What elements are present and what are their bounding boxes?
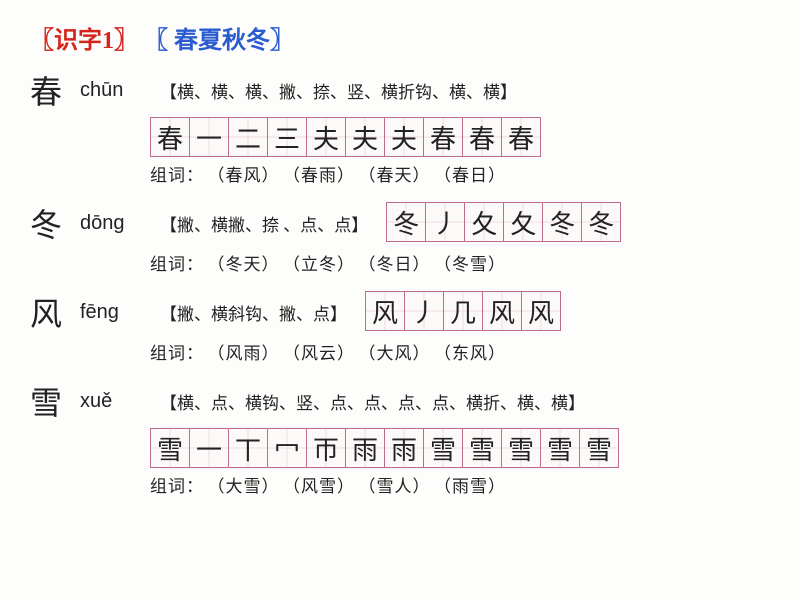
pinyin: fēng (80, 301, 150, 324)
stroke-grid: 冬丿夂夂冬冬 (386, 202, 620, 242)
grid-cell: 风 (482, 291, 522, 331)
entry-header-row: 春 chūn 【横、横、横、撇、捺、竖、横折钩、横、横】 (30, 67, 770, 113)
header-red: 〖识字1〗 (30, 28, 144, 54)
zuci-label: 组词： (150, 477, 204, 496)
grid-cell: 夫 (345, 117, 385, 157)
grid-cell: 雪 (540, 428, 580, 468)
pinyin: dōng (80, 212, 150, 235)
zuci-item: （冬雪） (443, 255, 507, 274)
zuci-item: （风雨） (216, 344, 280, 363)
word-combinations: 组词： （大雪） （风雪） （雪人） （雨雪） (150, 472, 770, 497)
zuci-item: （冬天） (216, 255, 280, 274)
grid-cell: 冬 (581, 202, 621, 242)
grid-cell: 一 (189, 428, 229, 468)
entry: 春chūn【横、横、横、撇、捺、竖、横折钩、横、横】春一二三夫夫夫春春春组词：（… (30, 67, 770, 186)
header-blue: 〖 春夏秋冬〗 (144, 28, 294, 54)
grid-cell: 春 (150, 117, 190, 157)
zuci-item: （春风） (216, 166, 280, 185)
lesson-header: 〖识字1〗 〖 春夏秋冬〗 (30, 20, 770, 55)
grid-cell: 夂 (464, 202, 504, 242)
character: 春 (30, 67, 70, 113)
grid-cell: 帀 (306, 428, 346, 468)
stroke-grid: 春一二三夫夫夫春春春 (150, 117, 770, 157)
character: 冬 (30, 200, 70, 246)
entry-header-row: 风fēng【撇、横斜钩、撇、点】风丿几风风 (30, 289, 770, 335)
zuci-item: （风雪） (292, 477, 356, 496)
grid-cell: 夫 (306, 117, 346, 157)
stroke-description: 【横、横、横、撇、捺、竖、横折钩、横、横】 (160, 78, 517, 103)
grid-cell: 几 (443, 291, 483, 331)
grid-cell: 春 (423, 117, 463, 157)
zuci-label: 组词： (150, 166, 204, 185)
zuci-item: （雪人） (367, 477, 431, 496)
grid-cell: 雪 (150, 428, 190, 468)
zuci-item: （冬日） (367, 255, 431, 274)
entry: 风fēng【撇、横斜钩、撇、点】风丿几风风组词：（风雨）（风云）（大风）（东风） (30, 289, 770, 364)
zuci-item: （立冬） (292, 255, 356, 274)
grid-cell: 雨 (384, 428, 424, 468)
grid-cell: 冬 (542, 202, 582, 242)
grid-cell: 冖 (267, 428, 307, 468)
grid-cell: 春 (501, 117, 541, 157)
pinyin: xuě (80, 390, 150, 413)
grid-cell: 丅 (228, 428, 268, 468)
word-combinations: 组词： （冬天） （立冬） （冬日） （冬雪） (150, 250, 770, 275)
stroke-grid: 风丿几风风 (365, 291, 560, 331)
grid-cell: 夫 (384, 117, 424, 157)
grid-cell: 雪 (501, 428, 541, 468)
grid-cell: 雪 (423, 428, 463, 468)
word-combinations: 组词： （春风） （春雨） （春天） （春日） (150, 161, 770, 186)
zuci-item: （春雨） (292, 166, 356, 185)
grid-cell: 一 (189, 117, 229, 157)
grid-cell: 二 (228, 117, 268, 157)
stroke-description: 【撇、横斜钩、撇、点】 (160, 300, 347, 325)
grid-cell: 风 (365, 291, 405, 331)
entry: 雪xuě【横、点、横钩、竖、点、点、点、点、横折、横、横】雪一丅冖帀雨雨雪雪雪雪… (30, 378, 770, 497)
zuci-item: （大风） (367, 344, 431, 363)
word-combinations: 组词： （风雨） （风云） （大风） （东风） (150, 339, 770, 364)
stroke-description: 【横、点、横钩、竖、点、点、点、点、横折、横、横】 (160, 389, 585, 414)
entry: 冬dōng【撇、横撇、捺 、点、点】冬丿夂夂冬冬组词：（冬天）（立冬）（冬日）（… (30, 200, 770, 275)
zuci-item: （雨雪） (443, 477, 507, 496)
grid-cell: 雪 (579, 428, 619, 468)
grid-cell: 春 (462, 117, 502, 157)
zuci-item: （春天） (367, 166, 431, 185)
character: 风 (30, 289, 70, 335)
grid-cell: 夂 (503, 202, 543, 242)
zuci-item: （春日） (443, 166, 507, 185)
grid-cell: 风 (521, 291, 561, 331)
zuci-label: 组词： (150, 344, 204, 363)
zuci-item: （大雪） (216, 477, 280, 496)
entry-header-row: 冬dōng【撇、横撇、捺 、点、点】冬丿夂夂冬冬 (30, 200, 770, 246)
grid-cell: 冬 (386, 202, 426, 242)
grid-cell: 雪 (462, 428, 502, 468)
character: 雪 (30, 378, 70, 424)
grid-cell: 丿 (425, 202, 465, 242)
stroke-description: 【撇、横撇、捺 、点、点】 (160, 211, 368, 236)
pinyin: chūn (80, 79, 150, 102)
entry-header-row: 雪 xuě 【横、点、横钩、竖、点、点、点、点、横折、横、横】 (30, 378, 770, 424)
zuci-label: 组词： (150, 255, 204, 274)
zuci-item: （风云） (292, 344, 356, 363)
grid-cell: 丿 (404, 291, 444, 331)
zuci-item: （东风） (443, 344, 507, 363)
grid-cell: 三 (267, 117, 307, 157)
grid-cell: 雨 (345, 428, 385, 468)
entries-container: 春chūn【横、横、横、撇、捺、竖、横折钩、横、横】春一二三夫夫夫春春春组词：（… (30, 67, 770, 497)
stroke-grid: 雪一丅冖帀雨雨雪雪雪雪雪 (150, 428, 770, 468)
